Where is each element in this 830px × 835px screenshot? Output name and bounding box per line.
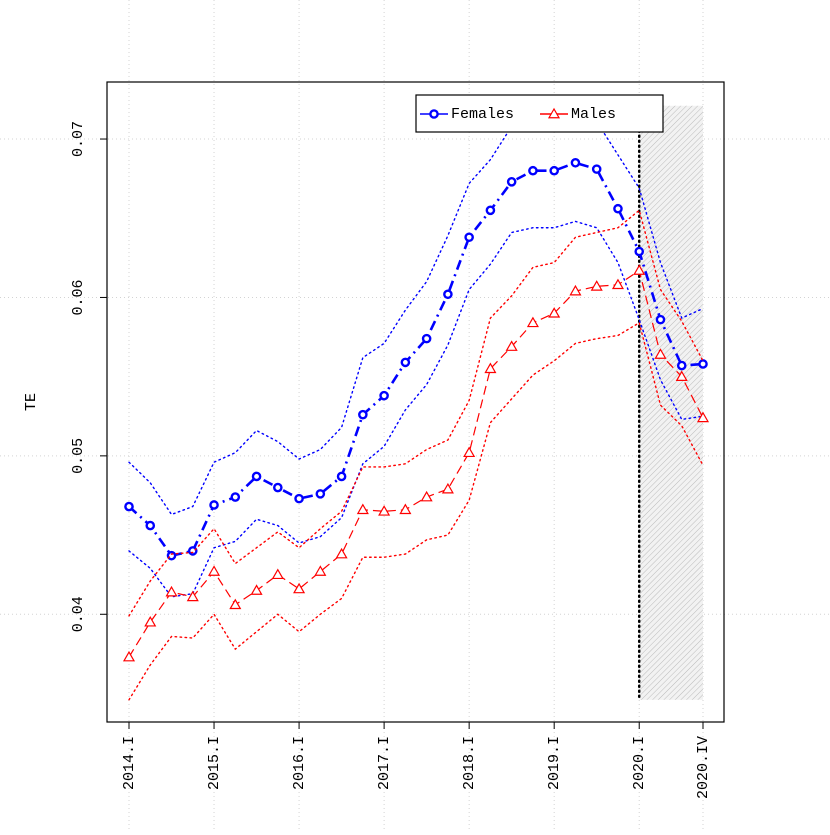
- y-tick-label: 0.07: [70, 121, 87, 157]
- point: [696, 411, 710, 423]
- point: [335, 547, 348, 559]
- point: [484, 362, 497, 374]
- band-lower: [128, 220, 704, 598]
- y-tick-label: 0.04: [70, 596, 87, 632]
- x-tick-label: 2016.I: [291, 736, 308, 790]
- band-lower: [128, 321, 704, 701]
- point: [633, 264, 646, 275]
- x-tick-label: 2019.I: [546, 736, 563, 790]
- point: [400, 357, 411, 368]
- point: [548, 307, 561, 318]
- series-line: [128, 161, 704, 558]
- point: [634, 246, 645, 257]
- point: [230, 492, 241, 502]
- legend-marker: [547, 107, 561, 119]
- series-line: [128, 269, 704, 658]
- point: [144, 615, 157, 627]
- point: [251, 471, 262, 482]
- y-axis-label: TE: [23, 393, 40, 411]
- point: [611, 278, 624, 290]
- point: [336, 471, 347, 482]
- point: [271, 568, 284, 580]
- point: [590, 280, 603, 291]
- plot-frame: [106, 81, 725, 723]
- point: [655, 314, 666, 325]
- point: [441, 482, 454, 494]
- point: [145, 520, 156, 531]
- point: [186, 590, 199, 602]
- point: [356, 503, 369, 515]
- point: [314, 565, 327, 576]
- forecast-shade: [639, 105, 703, 700]
- y-tick-label: 0.05: [70, 438, 87, 474]
- point: [549, 165, 559, 176]
- y-tick-label: 0.06: [70, 279, 87, 315]
- point: [315, 489, 326, 499]
- point: [122, 650, 136, 662]
- point: [250, 584, 263, 595]
- point: [273, 482, 283, 493]
- point: [506, 177, 517, 187]
- point: [526, 316, 539, 328]
- legend: Females Males: [415, 94, 664, 133]
- x-tick-label: 2015.I: [206, 736, 223, 790]
- point: [485, 205, 496, 216]
- legend-label: Males: [571, 106, 616, 123]
- point: [187, 546, 198, 556]
- point: [358, 409, 368, 420]
- legend-marker: [429, 109, 439, 119]
- x-tick-label: 2018.I: [461, 736, 478, 790]
- point: [675, 370, 688, 382]
- point: [208, 565, 221, 576]
- point: [463, 446, 476, 458]
- point: [654, 348, 667, 359]
- point: [528, 165, 538, 176]
- point: [379, 390, 389, 401]
- band-upper: [128, 209, 704, 617]
- plot-area: [122, 105, 710, 701]
- point: [676, 360, 687, 371]
- point: [570, 157, 581, 168]
- point: [293, 582, 306, 594]
- point: [378, 505, 391, 516]
- x-tick-label: 2017.I: [376, 736, 393, 790]
- x-tick-label: 2020.IV: [695, 736, 712, 799]
- band-upper: [128, 105, 704, 516]
- legend-box: [415, 94, 664, 133]
- point: [505, 340, 518, 351]
- forecast-region: [637, 105, 703, 702]
- point: [420, 490, 433, 502]
- point: [591, 164, 602, 174]
- point: [421, 333, 432, 344]
- legend-label: Females: [451, 106, 514, 123]
- point: [569, 284, 582, 296]
- point: [443, 289, 453, 300]
- point: [209, 500, 219, 510]
- point: [399, 503, 412, 515]
- x-tick-label: 2014.I: [121, 736, 138, 790]
- point: [613, 203, 623, 214]
- point: [698, 359, 708, 369]
- point: [124, 501, 134, 512]
- point: [294, 493, 304, 504]
- point: [165, 585, 178, 597]
- point: [464, 232, 474, 243]
- x-tick-label: 2020.I: [631, 736, 648, 790]
- point: [229, 598, 242, 610]
